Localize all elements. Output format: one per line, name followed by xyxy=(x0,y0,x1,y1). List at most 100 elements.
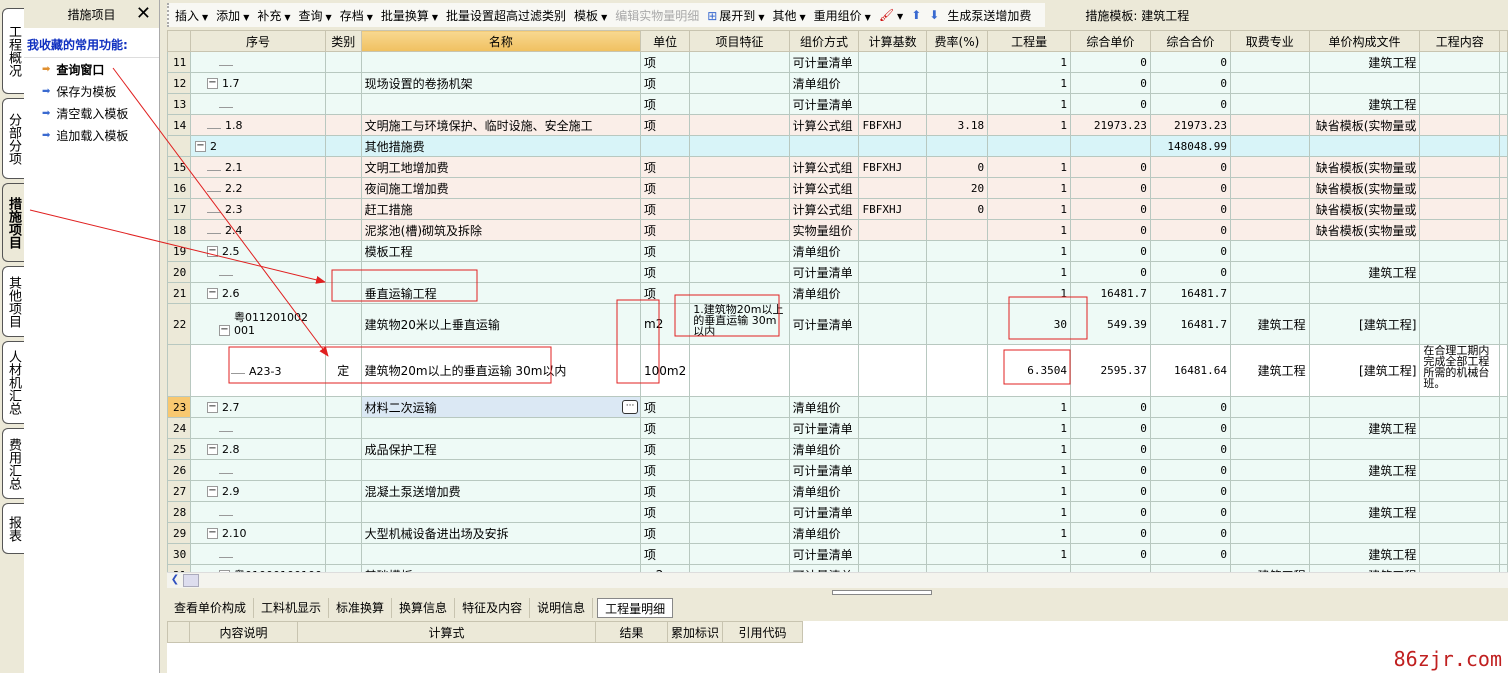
cell-pfile[interactable] xyxy=(1308,135,1421,157)
cell-fee[interactable] xyxy=(1230,522,1310,544)
cell-fee[interactable] xyxy=(1230,417,1310,439)
cell-base[interactable] xyxy=(858,543,927,565)
cell-seq[interactable]: −2.6 xyxy=(189,282,326,304)
cell-qty[interactable] xyxy=(987,564,1072,572)
cell-uprice[interactable]: 549.39 xyxy=(1070,303,1151,345)
side-tab[interactable]: 其他项目 xyxy=(2,266,24,337)
cell-total[interactable]: 0 xyxy=(1149,156,1232,178)
cell-uprice[interactable]: 0 xyxy=(1070,417,1151,439)
cell-pfile[interactable]: 缺省模板(实物量或 xyxy=(1308,156,1421,178)
cell-content[interactable] xyxy=(1419,51,1500,73)
cell-feature[interactable] xyxy=(689,564,790,572)
cell-base[interactable] xyxy=(858,240,927,262)
table-row[interactable]: 22 −粤011201002 001 建筑物20米以上垂直运输 m2 1.建筑物20m以… xyxy=(167,303,1508,345)
cell-feature[interactable] xyxy=(689,501,790,523)
cell-base[interactable] xyxy=(858,522,927,544)
cell-pfile[interactable]: 缺省模板(实物量或 xyxy=(1308,114,1421,136)
bottom-tab[interactable]: 说明信息 xyxy=(530,598,594,618)
cell-name[interactable]: 建筑物20米以上垂直运输 xyxy=(360,303,642,345)
cell-fee[interactable] xyxy=(1230,72,1310,94)
cell-method[interactable]: 计算公式组 xyxy=(788,114,860,136)
toolbar-12-button[interactable]: 重用组价 ▼ xyxy=(814,7,871,24)
cell-uprice[interactable]: 0 xyxy=(1070,177,1151,199)
bottom-tab[interactable]: 特征及内容 xyxy=(455,598,531,618)
cell-pfile[interactable]: 建筑工程 xyxy=(1308,261,1421,283)
cell-method[interactable]: 可计量清单 xyxy=(788,93,860,115)
cell-uprice[interactable]: 0 xyxy=(1070,396,1151,418)
cell-name[interactable]: 混凝土泵送增加费 xyxy=(360,480,642,502)
side-tab[interactable]: 费用汇总 xyxy=(2,428,24,499)
cell-rate[interactable]: 0 xyxy=(925,156,989,178)
cell-unit[interactable]: 项 xyxy=(640,51,691,73)
bottom-tab[interactable]: 查看单价构成 xyxy=(167,598,255,618)
cell-rate[interactable] xyxy=(925,303,989,345)
table-row[interactable]: −2 其他措施费 148048.99 xyxy=(167,135,1508,157)
cell-type[interactable] xyxy=(324,51,362,73)
detail-column-header[interactable]: 内容说明 xyxy=(189,621,298,643)
cell-fee[interactable] xyxy=(1230,396,1310,418)
cell-unit[interactable]: 项 xyxy=(640,417,691,439)
collapse-icon[interactable]: − xyxy=(206,245,218,257)
cell-method[interactable]: 计算公式组 xyxy=(788,156,860,178)
cell-method[interactable]: 可计量清单 xyxy=(788,261,860,283)
cell-pfile[interactable]: 建筑工程 xyxy=(1308,93,1421,115)
cell-feature[interactable] xyxy=(689,282,790,304)
cell-method[interactable]: 清单组价 xyxy=(788,72,860,94)
cell-qty[interactable]: 1 xyxy=(987,396,1072,418)
cell-type[interactable] xyxy=(324,93,362,115)
cell-total[interactable]: 148048.99 xyxy=(1149,135,1232,157)
cell-fee[interactable]: 建筑工程 xyxy=(1230,303,1310,345)
cell-pfile[interactable]: 建筑工程 xyxy=(1308,417,1421,439)
cell-base[interactable] xyxy=(858,177,927,199)
cell-unit[interactable]: 项 xyxy=(640,219,691,241)
cell-content[interactable] xyxy=(1419,417,1500,439)
cell-method[interactable]: 可计量清单 xyxy=(788,51,860,73)
cell-method[interactable]: 计算公式组 xyxy=(788,198,860,220)
horizontal-scrollbar[interactable]: ❮ xyxy=(167,572,1508,588)
cell-method[interactable]: 可计量清单 xyxy=(788,501,860,523)
cell-fee[interactable] xyxy=(1230,114,1310,136)
column-header[interactable]: 取费专业 xyxy=(1230,30,1310,52)
cell-pfile[interactable]: [建筑工程] xyxy=(1308,344,1421,397)
cell-seq[interactable] xyxy=(189,93,326,115)
cell-total[interactable]: 0 xyxy=(1149,417,1232,439)
column-header[interactable]: 类别 xyxy=(324,30,362,52)
side-tab[interactable]: 分部分项 xyxy=(2,98,24,179)
cell-content[interactable] xyxy=(1419,219,1500,241)
cell-name[interactable] xyxy=(360,417,642,439)
cell-uprice[interactable]: 0 xyxy=(1070,198,1151,220)
cell-content[interactable] xyxy=(1419,156,1500,178)
cell-seq[interactable]: 2.1 xyxy=(189,156,326,178)
cell-name[interactable]: 基础模板 xyxy=(360,564,642,572)
cell-feature[interactable] xyxy=(689,438,790,460)
cell-base[interactable] xyxy=(858,480,927,502)
cell-uprice[interactable]: 0 xyxy=(1070,501,1151,523)
column-header[interactable]: 名称 xyxy=(360,30,642,52)
cell-unit[interactable]: 项 xyxy=(640,501,691,523)
toolbar-4-button[interactable]: 查询 ▼ xyxy=(299,7,332,24)
cell-total[interactable]: 16481.7 xyxy=(1149,282,1232,304)
cell-feature[interactable] xyxy=(689,417,790,439)
collapse-icon[interactable]: − xyxy=(218,324,230,336)
cell-unit[interactable]: 项 xyxy=(640,198,691,220)
cell-base[interactable] xyxy=(858,459,927,481)
cell-unit[interactable]: 项 xyxy=(640,114,691,136)
cell-seq[interactable]: −2.9 xyxy=(189,480,326,502)
cell-name[interactable]: 模板工程 xyxy=(360,240,642,262)
table-row[interactable]: 31 − 粤01000100100 基础模板m2 可计量清单 建筑工程建筑工程 xyxy=(167,564,1508,572)
cell-total[interactable]: 0 xyxy=(1149,219,1232,241)
cell-feature[interactable] xyxy=(689,114,790,136)
cell-name[interactable]: 大型机械设备进出场及安拆 xyxy=(360,522,642,544)
column-header[interactable] xyxy=(167,30,191,52)
cell-content[interactable] xyxy=(1419,543,1500,565)
cell-unit[interactable]: m2 xyxy=(640,303,691,345)
cell-type[interactable] xyxy=(324,543,362,565)
cell-base[interactable] xyxy=(858,93,927,115)
cell-seq[interactable] xyxy=(189,417,326,439)
cell-rate[interactable] xyxy=(925,51,989,73)
cell-qty[interactable]: 1 xyxy=(987,177,1072,199)
cell-rate[interactable]: 0 xyxy=(925,198,989,220)
cell-name[interactable] xyxy=(360,501,642,523)
cell-name[interactable]: 夜间施工增加费 xyxy=(360,177,642,199)
cell-name[interactable]: 现场设置的卷扬机架 xyxy=(360,72,642,94)
